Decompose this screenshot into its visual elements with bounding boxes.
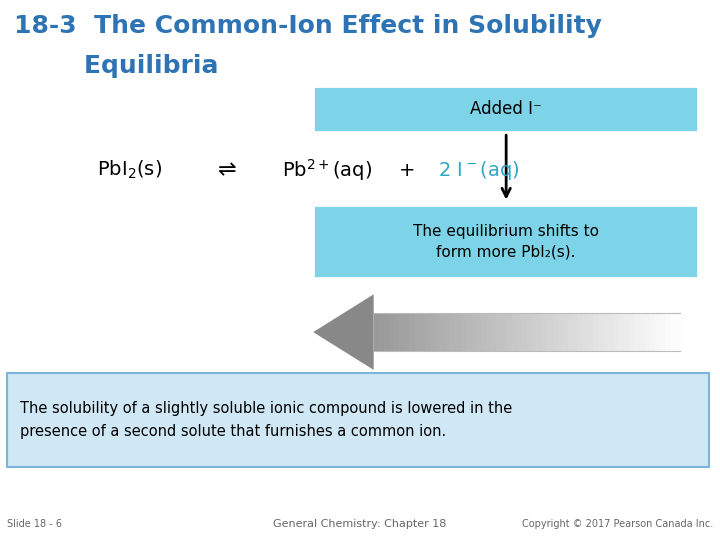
Bar <box>456 313 462 351</box>
Bar <box>603 313 610 351</box>
Bar <box>578 313 584 351</box>
Text: Equilibria: Equilibria <box>14 54 219 78</box>
Bar <box>660 313 666 351</box>
Bar <box>614 313 620 351</box>
Polygon shape <box>313 294 374 370</box>
Bar <box>425 313 431 351</box>
Bar <box>384 313 390 351</box>
Bar <box>491 313 497 351</box>
Bar <box>410 313 415 351</box>
Bar <box>644 313 650 351</box>
Bar <box>527 313 533 351</box>
Bar <box>537 313 543 351</box>
Bar <box>558 313 564 351</box>
Bar <box>588 313 594 351</box>
Bar <box>532 313 538 351</box>
Bar <box>435 313 441 351</box>
Bar <box>568 313 574 351</box>
Bar <box>389 313 395 351</box>
Text: Added I⁻: Added I⁻ <box>470 100 541 118</box>
Bar <box>420 313 426 351</box>
Bar <box>440 313 446 351</box>
Bar <box>624 313 630 351</box>
Bar <box>583 313 589 351</box>
Bar <box>517 313 523 351</box>
Bar <box>507 313 513 351</box>
Text: The equilibrium shifts to
form more PbI₂(s).: The equilibrium shifts to form more PbI₂… <box>413 224 599 260</box>
Bar <box>665 313 671 351</box>
Bar <box>481 313 487 351</box>
Text: Slide 18 - 6: Slide 18 - 6 <box>7 519 62 529</box>
FancyBboxPatch shape <box>7 373 709 467</box>
Text: 18-3  The Common-Ion Effect in Solubility: 18-3 The Common-Ion Effect in Solubility <box>14 14 602 37</box>
Bar <box>451 313 456 351</box>
Bar <box>609 313 615 351</box>
Bar <box>573 313 579 351</box>
Bar <box>542 313 548 351</box>
Bar <box>461 313 467 351</box>
Bar <box>471 313 477 351</box>
Bar <box>415 313 420 351</box>
Bar <box>547 313 553 351</box>
Bar <box>639 313 645 351</box>
Bar <box>374 313 379 351</box>
Bar <box>598 313 604 351</box>
Bar <box>399 313 405 351</box>
Text: Pb$^{2+}$(aq): Pb$^{2+}$(aq) <box>282 157 373 183</box>
Text: +: + <box>399 160 415 180</box>
FancyBboxPatch shape <box>313 86 698 132</box>
Text: ⇌: ⇌ <box>217 160 236 180</box>
Bar <box>629 313 635 351</box>
Bar <box>486 313 492 351</box>
Text: PbI$_2$(s): PbI$_2$(s) <box>97 159 162 181</box>
Bar <box>476 313 482 351</box>
Bar <box>512 313 518 351</box>
Bar <box>655 313 661 351</box>
Bar <box>405 313 410 351</box>
Bar <box>593 313 599 351</box>
Text: Copyright © 2017 Pearson Canada Inc.: Copyright © 2017 Pearson Canada Inc. <box>521 519 713 529</box>
Bar <box>649 313 655 351</box>
Bar <box>670 313 676 351</box>
FancyBboxPatch shape <box>313 205 698 278</box>
Bar <box>466 313 472 351</box>
Bar <box>394 313 400 351</box>
Bar <box>379 313 384 351</box>
Text: General Chemistry: Chapter 18: General Chemistry: Chapter 18 <box>274 519 446 529</box>
Bar <box>553 313 559 351</box>
Text: 2 I$^-$(aq): 2 I$^-$(aq) <box>438 159 520 181</box>
Bar <box>522 313 528 351</box>
Bar <box>563 313 569 351</box>
Bar <box>619 313 625 351</box>
Bar <box>634 313 640 351</box>
Bar <box>445 313 451 351</box>
Bar <box>675 313 681 351</box>
Text: The solubility of a slightly soluble ionic compound is lowered in the
presence o: The solubility of a slightly soluble ion… <box>20 401 513 439</box>
Bar <box>501 313 508 351</box>
Bar <box>496 313 503 351</box>
Bar <box>430 313 436 351</box>
